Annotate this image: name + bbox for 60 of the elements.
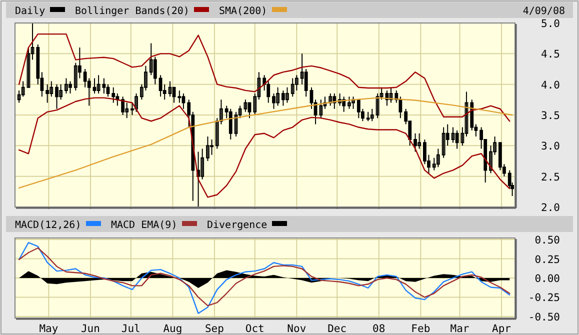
x-tick-label: Feb: [411, 323, 430, 335]
candlestick: [92, 78, 96, 94]
line-series: [18, 247, 510, 306]
y-tick-label: 5.0: [541, 18, 560, 30]
candlestick: [366, 111, 370, 122]
candlestick: [436, 148, 440, 168]
legend-label: SMA(200): [219, 6, 268, 17]
candlestick: [46, 84, 50, 104]
x-tick-label: Jun: [80, 323, 100, 335]
candlestick: [64, 78, 68, 94]
candlestick: [414, 132, 417, 152]
candlestick: [356, 99, 360, 119]
candlestick: [276, 86, 280, 106]
candlestick: [55, 84, 58, 110]
candlestick: [319, 99, 323, 119]
x-tick-label: Aug: [163, 323, 182, 335]
y-tick-label: -0.25: [528, 292, 560, 304]
legend-label: MACD(12,26): [15, 220, 82, 231]
x-tick-label: Apr: [492, 323, 512, 335]
candlestick: [158, 74, 162, 98]
candlestick: [182, 93, 186, 110]
candlestick: [370, 108, 374, 122]
legend-label: MACD EMA(9): [111, 220, 178, 231]
candlestick: [442, 126, 446, 158]
candlestick: [281, 90, 285, 106]
candlestick: [418, 132, 422, 150]
x-tick-label: Oct: [245, 323, 264, 335]
x-tick-label: Nov: [287, 323, 306, 335]
x-tick-label: Mar: [450, 323, 470, 335]
x-tick-label: Sep: [204, 323, 224, 335]
y-tick-label: 2.0: [541, 202, 560, 214]
y-tick-label: 2.5: [541, 171, 560, 184]
y-tick-label: 0.00: [534, 273, 560, 285]
candlestick: [121, 96, 125, 116]
legend-label: Bollinger Bands(20): [75, 6, 190, 17]
y-tick-label: 0.25: [534, 254, 560, 266]
x-tick-label: Dec: [328, 323, 347, 335]
candlestick: [228, 108, 232, 140]
y-tick-label: 3.5: [541, 110, 560, 122]
candlestick: [286, 86, 289, 104]
text: 4/09/08: [522, 6, 565, 17]
candlestick: [206, 136, 210, 162]
x-tick-label: Jul: [121, 323, 140, 335]
x-tick-label: May: [39, 323, 58, 335]
candlestick: [348, 96, 351, 110]
y-tick-label: -0.50: [528, 311, 560, 324]
candlestick: [112, 86, 116, 104]
y-tick-label: 0.50: [534, 234, 560, 247]
line-series: [18, 242, 510, 314]
candlestick: [196, 151, 200, 207]
legend-label: Daily: [15, 6, 46, 17]
candlestick: [68, 80, 72, 94]
y-tick-label: 4.5: [541, 48, 560, 61]
x-tick-label: 08: [372, 323, 386, 335]
candlestick: [342, 96, 346, 112]
y-tick-label: 3.0: [541, 140, 560, 153]
candlestick: [290, 78, 294, 98]
y-tick-label: 4.0: [541, 79, 560, 92]
legend-label: Divergence: [207, 220, 268, 231]
line-series: [18, 33, 510, 122]
